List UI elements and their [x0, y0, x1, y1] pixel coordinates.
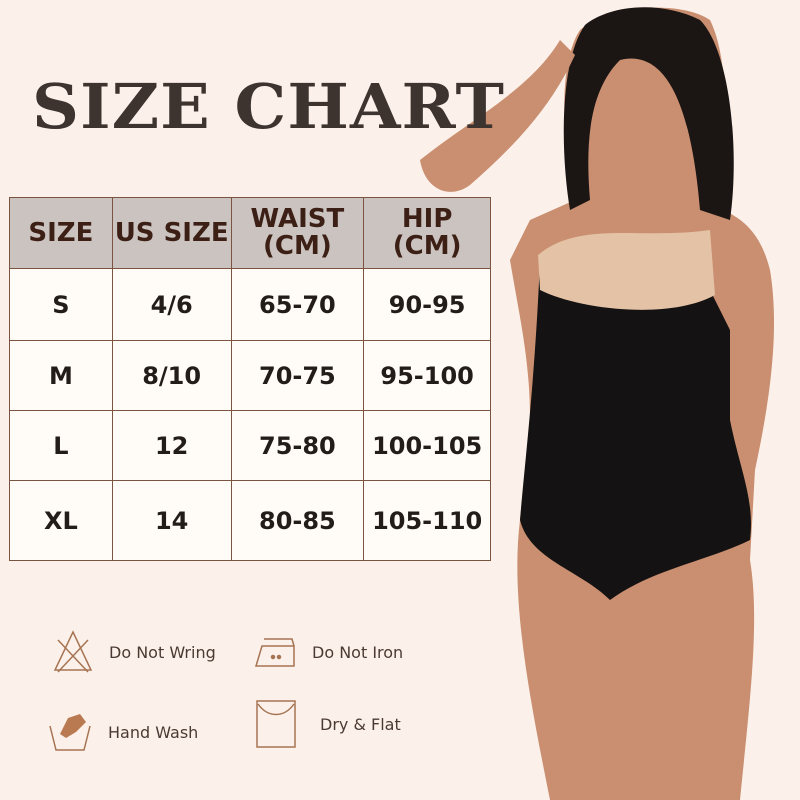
- care-do-not-iron: Do Not Iron: [254, 636, 403, 668]
- cell-hip: 100-105: [363, 410, 491, 481]
- hand-wash-icon: [49, 714, 91, 751]
- do-not-wring-icon: [53, 630, 93, 673]
- cell-waist: 75-80: [230, 410, 365, 481]
- care-dry-flat: Dry & Flat: [256, 700, 401, 748]
- do-not-iron-icon: [254, 638, 295, 667]
- cell-hip: 90-95: [363, 268, 491, 341]
- cell-size: M: [9, 340, 113, 411]
- size-chart-table: SIZE US SIZE WAIST (CM) HIP (CM) S 4/6 65-70…: [9, 197, 491, 561]
- cell-us-size: 12: [111, 410, 232, 481]
- table-row: XL 14 80-85 105-110: [9, 480, 491, 561]
- care-label: Dry & Flat: [320, 714, 401, 734]
- cell-size: XL: [9, 480, 113, 561]
- header-size: SIZE: [9, 197, 113, 269]
- raised-arm: [420, 40, 575, 192]
- dry-flat-icon: [256, 700, 296, 748]
- cell-us-size: 4/6: [111, 268, 232, 341]
- cell-hip: 105-110: [363, 480, 491, 561]
- cell-hip: 95-100: [363, 340, 491, 411]
- page-title: SIZE CHART: [32, 70, 506, 143]
- cell-us-size: 8/10: [111, 340, 232, 411]
- bodysuit: [520, 260, 751, 600]
- table-row: M 8/10 70-75 95-100: [9, 340, 491, 411]
- cell-size: S: [9, 268, 113, 341]
- cell-us-size: 14: [111, 480, 232, 561]
- cell-waist: 80-85: [230, 480, 365, 561]
- table-row: S 4/6 65-70 90-95: [9, 268, 491, 341]
- header-waist: WAIST (CM): [230, 197, 365, 269]
- table-row: L 12 75-80 100-105: [9, 410, 491, 481]
- hair: [563, 7, 734, 221]
- care-label: Hand Wash: [108, 722, 199, 742]
- care-hand-wash: Hand Wash: [48, 712, 198, 752]
- model-photo: [420, 7, 775, 800]
- table-header-row: SIZE US SIZE WAIST (CM) HIP (CM): [9, 197, 491, 269]
- cell-waist: 65-70: [230, 268, 365, 341]
- care-label: Do Not Iron: [312, 642, 404, 662]
- care-do-not-wring: Do Not Wring: [53, 630, 216, 674]
- header-us-size: US SIZE: [111, 197, 232, 269]
- header-hip: HIP (CM): [363, 197, 491, 269]
- care-label: Do Not Wring: [109, 642, 216, 662]
- cell-waist: 70-75: [230, 340, 365, 411]
- cell-size: L: [9, 410, 113, 481]
